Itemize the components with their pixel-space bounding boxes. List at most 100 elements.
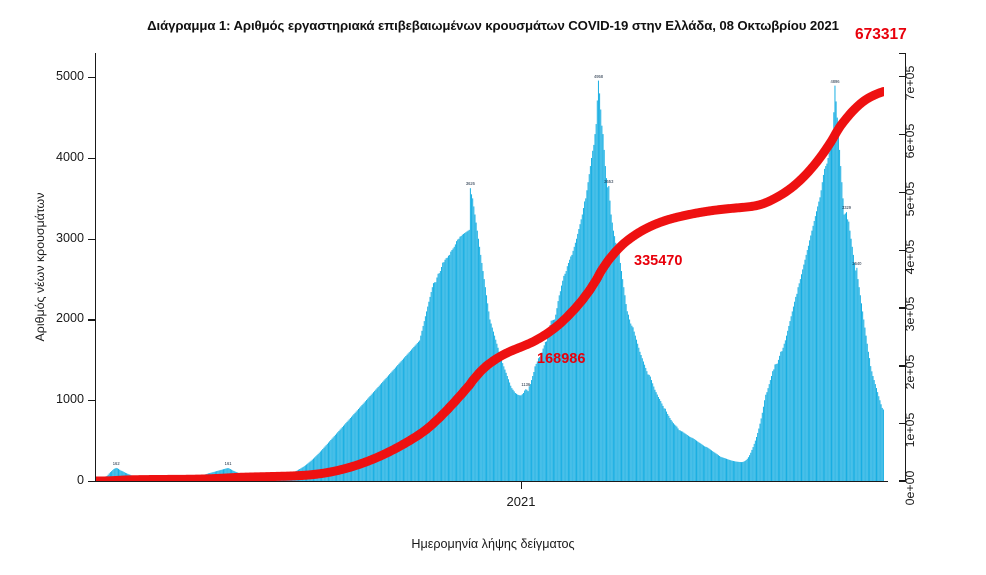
bar [690, 437, 692, 481]
bar [821, 182, 823, 481]
bar [720, 456, 722, 481]
bar-value-label: 3653 [604, 179, 614, 184]
bar [861, 303, 862, 481]
bar [807, 245, 809, 481]
bar [805, 254, 807, 481]
x-axis-spine [88, 481, 888, 483]
bar [615, 242, 617, 481]
bar [842, 198, 844, 481]
bar [520, 395, 522, 481]
bar [402, 358, 404, 481]
y-axis-right-tick-mark [899, 423, 906, 425]
bar [719, 455, 721, 481]
bar [408, 352, 410, 481]
bar [836, 117, 838, 481]
bar [788, 325, 790, 481]
bar [384, 379, 386, 481]
bar [774, 364, 776, 481]
bar [424, 316, 426, 481]
y-axis-left-spine [95, 53, 97, 481]
bar [477, 238, 479, 481]
bar [759, 423, 761, 481]
bar [804, 259, 806, 481]
bar [730, 460, 732, 481]
bar [699, 442, 701, 481]
bar [858, 287, 860, 481]
bar [535, 363, 537, 481]
bar [504, 369, 506, 481]
bar [746, 458, 748, 481]
bar [565, 271, 567, 481]
y-axis-left-tick-mark [88, 319, 95, 321]
bar [747, 457, 749, 481]
bar [653, 386, 655, 481]
bar [764, 400, 766, 481]
bar [692, 438, 694, 481]
bar [519, 395, 521, 481]
bar [666, 411, 668, 481]
bar [766, 392, 768, 481]
bar [876, 388, 877, 481]
bar [771, 376, 772, 481]
bar [116, 468, 118, 481]
bar [347, 420, 349, 481]
bar [458, 238, 460, 481]
bar [563, 275, 565, 481]
bar [378, 385, 380, 481]
bar [353, 414, 355, 481]
bar [567, 262, 569, 481]
bar [848, 221, 850, 481]
bar [573, 246, 575, 481]
bar [617, 250, 619, 481]
bar [869, 358, 871, 481]
bar [336, 433, 338, 481]
bar [588, 174, 590, 481]
bar [679, 430, 681, 481]
bar [878, 396, 880, 481]
y-axis-right-tick-label: 5e+05 [903, 181, 917, 217]
bar [655, 392, 657, 481]
bar [526, 389, 528, 481]
bar [724, 458, 726, 481]
bar-value-labels-layer: 162 161 3626 1136 4958 3653 4896 3329 2640 [96, 53, 884, 481]
bar [118, 468, 119, 481]
bar [340, 428, 342, 481]
bar [331, 438, 333, 481]
bar [432, 283, 434, 481]
bar [554, 319, 556, 481]
bar [114, 468, 116, 481]
bar [498, 351, 500, 481]
bar [348, 419, 350, 481]
bar [664, 408, 666, 481]
bar [851, 246, 853, 481]
bar [810, 235, 812, 481]
bar [430, 292, 432, 481]
bar [547, 335, 549, 481]
bar [734, 461, 736, 481]
bar-value-label: 4896 [830, 78, 840, 84]
bar [587, 182, 589, 481]
bar [828, 152, 830, 481]
cumulative-line-path [96, 87, 884, 481]
bar [600, 109, 602, 481]
bar [633, 331, 635, 481]
bar [714, 452, 716, 481]
bar [429, 296, 431, 481]
bar [757, 432, 759, 481]
bar [847, 219, 849, 481]
y-axis-left-labels: 0 1000 2000 3000 4000 5000 [0, 0, 84, 575]
bar [814, 216, 816, 481]
y-axis-left-title: Αριθμός νέων κρουσμάτων [33, 192, 47, 342]
y-axis-right-spine [897, 53, 907, 481]
bar [612, 230, 614, 481]
y-axis-right-tick-mark [899, 191, 906, 193]
y-axis-left-tick-mark [88, 400, 95, 402]
bar [386, 376, 388, 481]
bar [735, 461, 737, 481]
bar [852, 254, 854, 481]
bar [401, 359, 403, 481]
bar [368, 397, 370, 481]
bar [705, 446, 707, 481]
bar [585, 198, 587, 481]
bar [349, 418, 351, 481]
